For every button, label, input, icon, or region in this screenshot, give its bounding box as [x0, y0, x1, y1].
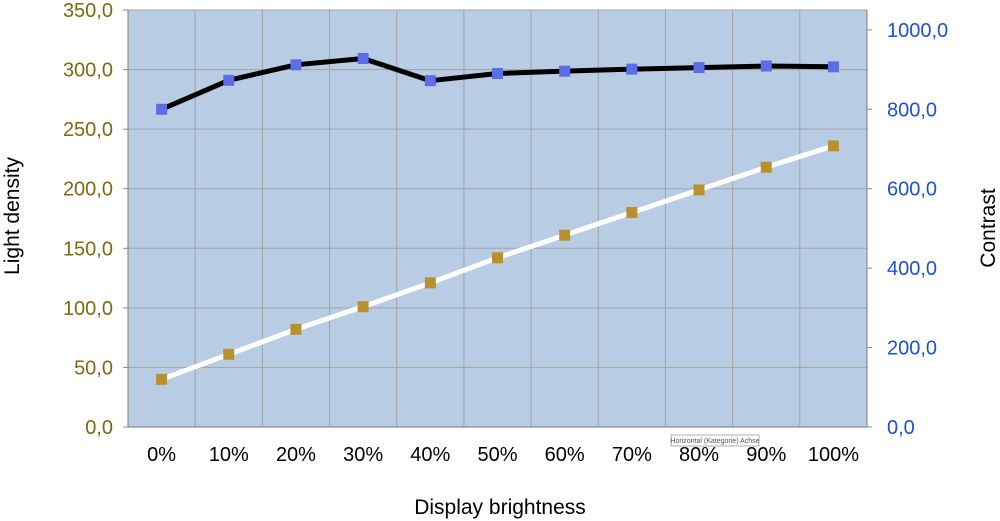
- series-1: [156, 52, 839, 115]
- x-tick-label: 30%: [343, 444, 383, 466]
- data-point: [760, 161, 772, 173]
- x-tick-label: 100%: [808, 444, 859, 466]
- left-tick-label: 300,0: [63, 60, 113, 82]
- x-tick-label: 60%: [545, 444, 585, 466]
- data-point: [559, 65, 571, 77]
- right-tick-label: 200,0: [887, 338, 937, 360]
- x-tick-label: 10%: [209, 444, 249, 466]
- data-point: [492, 252, 503, 264]
- data-point: [424, 75, 436, 87]
- data-point: [290, 323, 302, 335]
- right-tick-label: 800,0: [887, 99, 937, 121]
- data-point: [827, 61, 839, 73]
- right-axis-ticks: 0,0 200,0 400,0 600,0 800,0 1000,0: [867, 20, 948, 439]
- data-point: [223, 348, 235, 360]
- data-point: [290, 59, 302, 71]
- right-tick-label: 600,0: [887, 179, 937, 201]
- series-layer: [156, 52, 839, 385]
- x-tick-label: 40%: [410, 444, 450, 466]
- axis-tooltip-text: Horizontal (Kategorie) Achse: [670, 438, 759, 445]
- x-tick-label: 80%: [679, 444, 719, 466]
- left-axis-ticks: 0,0 50,0 100,0 150,0 200,0 250,0 300,0 350,0: [63, 0, 128, 439]
- x-axis-title: Display brightness: [414, 496, 586, 519]
- right-tick-label: 0,0: [887, 417, 915, 439]
- data-point: [827, 140, 839, 152]
- x-tick-label: 20%: [276, 444, 316, 466]
- data-point: [693, 184, 705, 196]
- x-tick-label: 0%: [147, 444, 176, 466]
- left-tick-label: 0,0: [85, 417, 113, 439]
- left-axis-title: Light density: [1, 157, 24, 275]
- right-axis-title: Contrast: [977, 188, 1000, 268]
- data-point: [559, 229, 571, 241]
- data-point: [424, 277, 436, 289]
- data-point: [492, 68, 503, 80]
- series-2: [156, 140, 839, 385]
- right-tick-label: 1000,0: [887, 20, 948, 42]
- data-point: [223, 74, 235, 86]
- x-axis-ticks: 0% 10% 20% 30% 40% 50% 60% 70% 80% 90% 100%: [147, 444, 859, 466]
- left-tick-label: 100,0: [63, 298, 113, 320]
- data-point: [156, 373, 168, 385]
- data-point: [693, 62, 705, 74]
- data-point: [626, 207, 638, 219]
- x-tick-label: 90%: [746, 444, 786, 466]
- data-point: [357, 301, 369, 313]
- axis-tooltip: Horizontal (Kategorie) Achse: [670, 434, 760, 447]
- data-point: [626, 63, 638, 75]
- x-tick-label: 50%: [477, 444, 517, 466]
- left-tick-label: 200,0: [63, 179, 113, 201]
- data-point: [156, 103, 168, 115]
- left-tick-label: 50,0: [74, 357, 113, 379]
- data-point: [357, 52, 369, 64]
- left-tick-label: 150,0: [63, 238, 113, 260]
- x-tick-label: 70%: [612, 444, 652, 466]
- gridlines: [128, 9, 867, 428]
- right-tick-label: 400,0: [887, 258, 937, 280]
- left-tick-label: 350,0: [63, 0, 113, 22]
- axes: [127, 10, 868, 428]
- plot-area: [128, 10, 867, 427]
- left-tick-label: 250,0: [63, 119, 113, 141]
- data-point: [760, 60, 772, 72]
